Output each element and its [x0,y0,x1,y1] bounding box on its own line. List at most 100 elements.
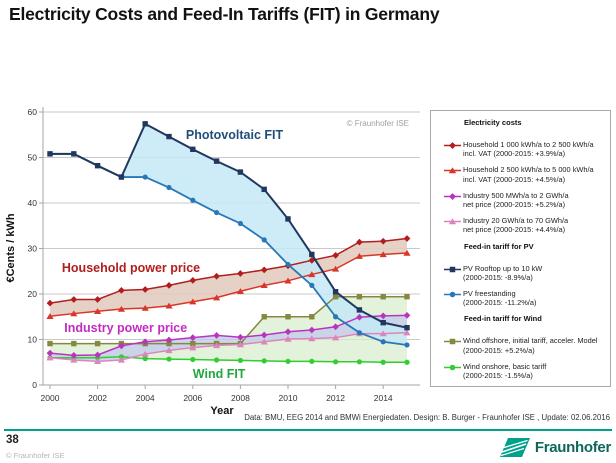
marker-triangle [260,338,268,345]
marker-triangle [448,218,457,225]
marker-square [380,294,386,300]
marker-square [166,133,172,140]
series-line [49,252,408,318]
marker-square [94,340,101,347]
marker-diamond [141,338,149,346]
marker-triangle [117,305,125,312]
marker-square [449,266,456,272]
footer-rule [4,429,612,431]
marker-circle [142,174,148,180]
x-tick-label: 2012 [326,393,345,403]
legend-marker-icon [444,218,461,225]
series-line [49,314,408,357]
legend-item-household_large: Household 2 500 kWh/a to 5 000 kWh/a incl… [444,165,610,184]
marker-triangle [165,347,173,354]
legend-marker-icon [444,167,461,174]
marker-triangle [379,330,387,337]
x-tick-label: 2006 [183,393,202,403]
legend-item-wind_offshore: Wind offshore, initial tariff, acceler. … [444,336,610,355]
marker-circle [356,330,362,336]
marker-square [190,340,196,347]
series-line [49,237,408,304]
marker-diamond [379,237,387,245]
marker-triangle [236,341,244,348]
marker-circle [190,197,196,203]
chart-annotation: Photovoltaic FIT [186,128,284,142]
marker-diamond [237,333,244,341]
marker-diamond [213,332,220,339]
legend-item-industry_large: Industry 20 GWh/a to 70 GWh/a net price (… [444,216,610,234]
legend-box: Electricity costs Household 1 000 kWh/a t… [430,110,611,387]
legend-marker-icon [444,339,461,345]
marker-diamond [332,323,339,331]
marker-triangle [379,251,387,258]
marker-diamond [46,299,54,307]
fraunhofer-logo: Fraunhofer [499,438,611,457]
marker-triangle [46,313,54,319]
x-tick-label: 2014 [374,393,393,403]
series-line [49,331,408,363]
y-tick-label: 20 [28,289,38,299]
marker-circle [190,356,196,363]
marker-triangle [46,354,54,361]
marker-triangle [70,310,78,317]
marker-triangle [284,277,292,284]
marker-triangle [70,356,78,363]
marker-circle [237,357,243,364]
marker-square [166,340,172,347]
marker-circle [380,359,386,365]
marker-triangle [260,282,268,289]
band-industry_small [50,315,407,362]
marker-circle [380,339,386,345]
legend-marker-icon [444,364,461,371]
fraunhofer-wordmark: Fraunhofer [534,439,611,456]
marker-diamond [118,342,125,350]
marker-diamond [94,351,101,359]
x-tick-label: 2004 [136,393,155,403]
legend-item-label: Industry 500 MWh/a to 2 GWh/a net price (… [463,190,569,210]
marker-circle [449,291,456,298]
marker-triangle [117,356,125,363]
legend-marker-icon [444,142,461,149]
series-pv_rooftop [47,121,410,331]
marker-square [213,158,220,164]
marker-circle [166,184,172,191]
legend-item-label: Industry 20 GWh/a to 70 GWh/a net price (… [463,216,569,235]
marker-diamond [403,312,411,319]
marker-triangle [94,358,102,365]
marker-diamond [165,281,173,289]
marker-circle [285,358,291,364]
y-axis-title: €Cents / kWh [5,213,17,282]
marker-triangle [189,344,197,351]
x-tick-label: 2002 [88,393,107,403]
y-tick-label: 30 [28,244,38,254]
marker-diamond [70,352,78,359]
marker-square [94,162,101,169]
legend-marker-icon [444,192,461,200]
marker-diamond [332,251,339,259]
marker-diamond [403,235,411,242]
marker-square [261,186,267,193]
marker-circle [404,359,410,365]
marker-triangle [332,265,340,272]
marker-triangle [189,298,197,305]
y-tick-label: 10 [28,335,38,345]
marker-square [380,319,386,326]
marker-triangle [403,249,411,256]
marker-square [71,340,77,347]
legend-section-header: Feed-in tariff for PV [464,241,534,251]
marker-square [285,216,291,222]
legend-item-household_small: Household 1 000 kWh/a to 2 500 kWh/a incl… [444,140,610,158]
marker-diamond [356,238,363,246]
legend-marker-icon [444,291,461,298]
marker-circle [118,354,124,360]
marker-circle [142,356,148,362]
x-tick-label: 2010 [279,393,298,403]
marker-diamond [379,312,387,320]
band-pv_rooftop [50,123,407,345]
marker-square [404,324,410,331]
marker-diamond [118,286,125,294]
marker-diamond [260,331,268,339]
copyright: © Fraunhofer ISE [6,451,65,460]
